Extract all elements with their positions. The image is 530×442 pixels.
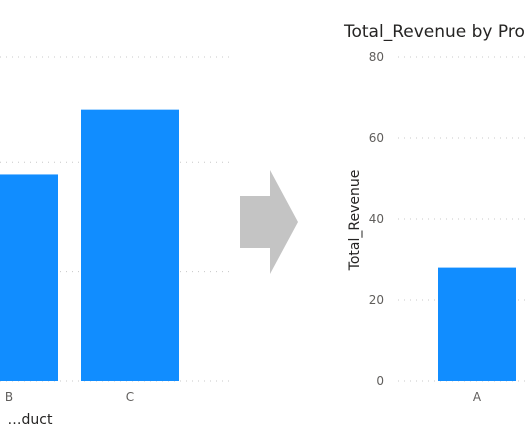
- left-bars: [0, 109, 179, 382]
- right-y-tick-label: 60: [369, 131, 384, 145]
- right-y-axis-title: Total_Revenue: [347, 170, 363, 272]
- right-y-tick-label: 0: [376, 374, 384, 388]
- left-x-tick-label: C: [126, 390, 134, 404]
- left-x-tick-label: B: [5, 390, 13, 404]
- left-bar-c: [81, 109, 179, 382]
- right-y-tick-labels: 0 20 40 60 80: [369, 50, 384, 388]
- right-bar-a: [438, 267, 516, 381]
- right-x-tick-label: A: [473, 390, 482, 404]
- right-y-tick-label: 80: [369, 50, 384, 64]
- right-bar-chart: Total_Revenue by Pro 0 20 40 60 80 Total_Rev…: [343, 22, 530, 404]
- left-x-axis-title: …duct: [8, 412, 53, 428]
- right-chart-title: Total_Revenue by Pro: [343, 22, 525, 42]
- left-bar-b: [0, 174, 58, 381]
- right-y-tick-label: 40: [369, 212, 384, 226]
- right-y-tick-label: 20: [369, 293, 384, 307]
- right-bars: [438, 267, 516, 381]
- transition-arrow-icon: [240, 170, 298, 274]
- right-x-tick-labels: A: [473, 390, 482, 404]
